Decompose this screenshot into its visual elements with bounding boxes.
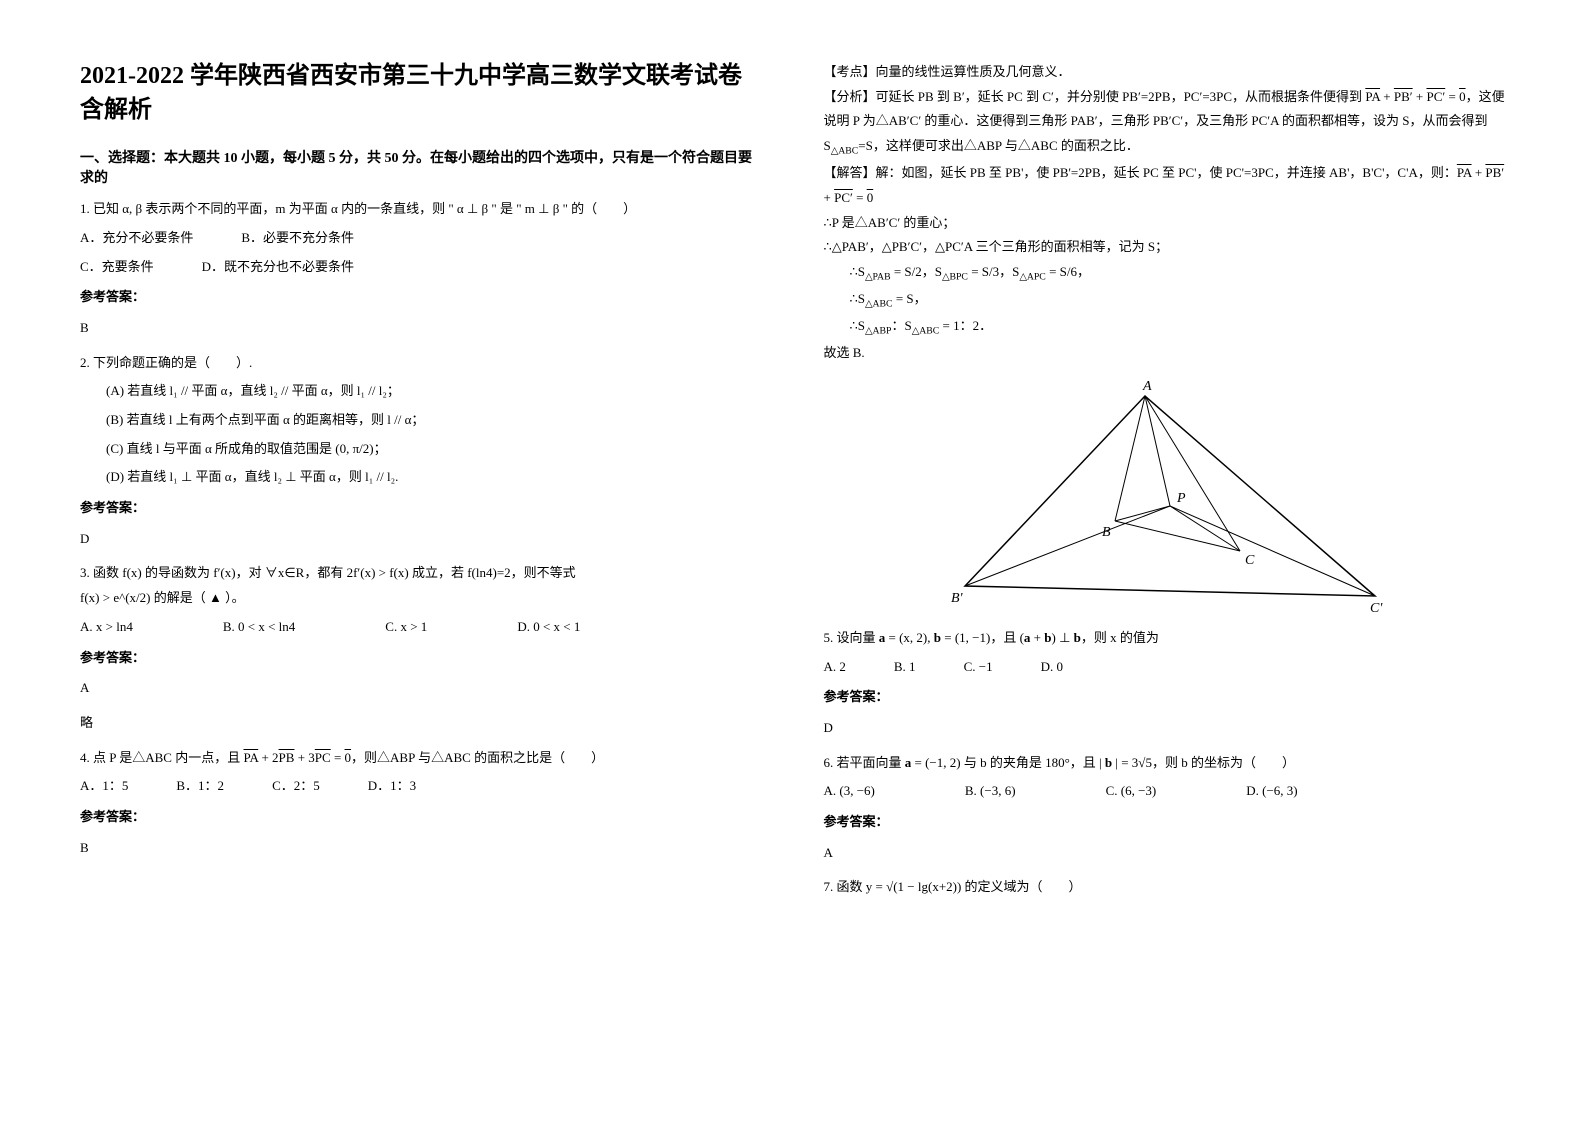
q6-stem: 6. 若平面向量 a = (−1, 2) 与 b 的夹角是 180°，且 | b…: [824, 751, 1508, 776]
triangle-diagram: A B C P B' C': [945, 376, 1385, 616]
q6-optD: D. (−6, 3): [1246, 779, 1297, 804]
svg-text:B: B: [1102, 525, 1111, 540]
jieda3: ∴△PAB′，△PB′C′，△PC′A 三个三角形的面积相等，记为 S；: [824, 235, 1508, 260]
q4-optC: C．2：5: [272, 774, 320, 799]
fenxi: 【分析】可延长 PB 到 B′，延长 PC 到 C′，并分别使 PB′=2PB，…: [824, 85, 1508, 161]
q1-ans-head: 参考答案：: [80, 285, 764, 310]
q5-ans-head: 参考答案：: [824, 685, 1508, 710]
q5-optC: C. −1: [964, 655, 993, 680]
jieda2: ∴P 是△AB′C′ 的重心；: [824, 211, 1508, 236]
q1-optA: A．充分不必要条件: [80, 226, 193, 251]
q6: 6. 若平面向量 a = (−1, 2) 与 b 的夹角是 180°，且 | b…: [824, 751, 1508, 866]
q5-opts: A. 2 B. 1 C. −1 D. 0: [824, 655, 1508, 680]
q3-ans: A: [80, 676, 764, 701]
section-1-head: 一、选择题：本大题共 10 小题，每小题 5 分，共 50 分。在每小题给出的四…: [80, 147, 764, 187]
jieda: 【解答】解：如图，延长 PB 至 PB'，使 PB'=2PB，延长 PC 至 P…: [824, 161, 1508, 210]
jieda6: ∴S△ABP：S△ABC = 1：2．: [824, 314, 1508, 341]
q2-ans: D: [80, 527, 764, 552]
q1-optD: D．既不充分也不必要条件: [202, 255, 354, 280]
svg-text:B': B': [951, 591, 964, 606]
q2-stem: 2. 下列命题正确的是（ ）.: [80, 351, 764, 376]
right-column: 【考点】向量的线性运算性质及几何意义． 【分析】可延长 PB 到 B′，延长 P…: [824, 60, 1508, 1062]
q6-ans-head: 参考答案：: [824, 810, 1508, 835]
q2-ans-head: 参考答案：: [80, 496, 764, 521]
q7: 7. 函数 y = √(1 − lg(x+2)) 的定义域为（ ）: [824, 875, 1508, 900]
q6-opts: A. (3, −6) B. (−3, 6) C. (6, −3) D. (−6,…: [824, 779, 1508, 804]
q4-figure: A B C P B' C': [945, 376, 1385, 616]
q1-stem: 1. 已知 α, β 表示两个不同的平面，m 为平面 α 内的一条直线，则 " …: [80, 197, 764, 222]
svg-text:A: A: [1142, 379, 1152, 394]
q6-optB: B. (−3, 6): [965, 779, 1016, 804]
q5-stem: 5. 设向量 a = (x, 2), b = (1, −1)，且 (a + b)…: [824, 626, 1508, 651]
q2-b: (B) 若直线 l 上有两个点到平面 α 的距离相等，则 l // α；: [80, 408, 764, 433]
kaodian: 【考点】向量的线性运算性质及几何意义．: [824, 60, 1508, 85]
q1: 1. 已知 α, β 表示两个不同的平面，m 为平面 α 内的一条直线，则 " …: [80, 197, 764, 340]
q1-optB: B．必要不充分条件: [241, 226, 354, 251]
q2-d: (D) 若直线 l₁ ⊥ 平面 α，直线 l₂ ⊥ 平面 α，则 l₁ // l…: [80, 465, 764, 490]
page-title: 2021-2022 学年陕西省西安市第三十九中学高三数学文联考试卷含解析: [80, 60, 764, 127]
q5-ans: D: [824, 716, 1508, 741]
q5: 5. 设向量 a = (x, 2), b = (1, −1)，且 (a + b)…: [824, 626, 1508, 741]
q3-opts: A. x > ln4 B. 0 < x < ln4 C. x > 1 D. 0 …: [80, 615, 764, 640]
q6-optA: A. (3, −6): [824, 779, 875, 804]
q1-optC: C．充要条件: [80, 255, 154, 280]
q3-stem-b: f(x) > e^(x/2) 的解是（ ▲ ）。: [80, 586, 764, 611]
q7-stem: 7. 函数 y = √(1 − lg(x+2)) 的定义域为（ ）: [824, 875, 1508, 900]
q4-ans: B: [80, 836, 764, 861]
q4-analysis: 【考点】向量的线性运算性质及几何意义． 【分析】可延长 PB 到 B′，延长 P…: [824, 60, 1508, 366]
q4-optD: D．1：3: [368, 774, 416, 799]
q2-a: (A) 若直线 l₁ // 平面 α，直线 l₂ // 平面 α，则 l₁ //…: [80, 379, 764, 404]
q5-optD: D. 0: [1041, 655, 1063, 680]
jieda4: ∴S△PAB = S/2，S△BPC = S/3，S△APC = S/6，: [824, 260, 1508, 287]
q4-optA: A．1：5: [80, 774, 128, 799]
q4-optB: B．1：2: [176, 774, 224, 799]
q3-stem-a: 3. 函数 f(x) 的导函数为 f′(x)，对 ∀x∈R，都有 2f′(x) …: [80, 561, 764, 586]
q4: 4. 点 P 是△ABC 内一点，且 PA + 2PB + 3PC = 0，则△…: [80, 746, 764, 861]
q5-optA: A. 2: [824, 655, 846, 680]
q3-optA: A. x > ln4: [80, 615, 133, 640]
svg-text:P: P: [1176, 491, 1186, 506]
q4-ans-head: 参考答案：: [80, 805, 764, 830]
svg-text:C': C': [1370, 601, 1383, 616]
q3-optC: C. x > 1: [385, 615, 427, 640]
jieda5: ∴S△ABC = S，: [824, 287, 1508, 314]
q3-ans-head: 参考答案：: [80, 646, 764, 671]
q3-optD: D. 0 < x < 1: [517, 615, 580, 640]
q3-optB: B. 0 < x < ln4: [223, 615, 295, 640]
q6-ans: A: [824, 841, 1508, 866]
q5-optB: B. 1: [894, 655, 916, 680]
q4-opts: A．1：5 B．1：2 C．2：5 D．1：3: [80, 774, 764, 799]
q3-note: 略: [80, 711, 764, 736]
q6-optC: C. (6, −3): [1106, 779, 1157, 804]
q1-ans: B: [80, 316, 764, 341]
svg-text:C: C: [1245, 553, 1255, 568]
left-column: 2021-2022 学年陕西省西安市第三十九中学高三数学文联考试卷含解析 一、选…: [80, 60, 764, 1062]
q2: 2. 下列命题正确的是（ ）. (A) 若直线 l₁ // 平面 α，直线 l₂…: [80, 351, 764, 552]
jieda7: 故选 B.: [824, 341, 1508, 366]
q1-opts2: C．充要条件 D．既不充分也不必要条件: [80, 255, 764, 280]
q4-stem: 4. 点 P 是△ABC 内一点，且 PA + 2PB + 3PC = 0，则△…: [80, 746, 764, 771]
q1-opts: A．充分不必要条件 B．必要不充分条件: [80, 226, 764, 251]
q2-c: (C) 直线 l 与平面 α 所成角的取值范围是 (0, π/2)；: [80, 437, 764, 462]
q3: 3. 函数 f(x) 的导函数为 f′(x)，对 ∀x∈R，都有 2f′(x) …: [80, 561, 764, 735]
